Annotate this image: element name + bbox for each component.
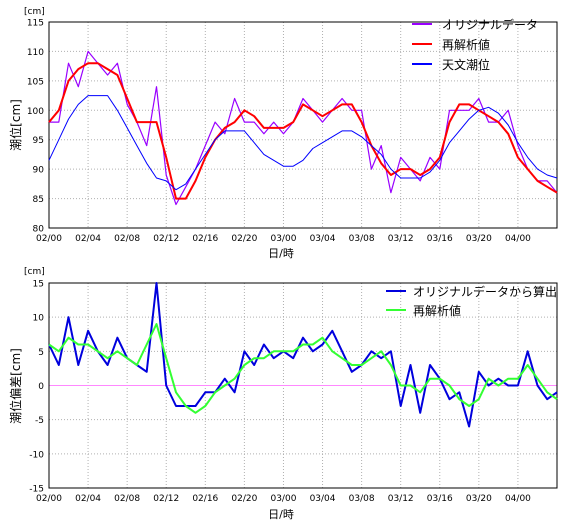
y-tick-label: 0 [38, 382, 44, 392]
legend-label-reanalysis-deviation: 再解析値 [413, 303, 461, 318]
x-tick-label: 02/04 [75, 234, 101, 244]
x-tick-label: 03/00 [270, 234, 296, 244]
x-tick-label: 03/20 [466, 494, 492, 504]
x-tick-label: 02/12 [153, 234, 179, 244]
x-tick-label: 03/04 [310, 494, 336, 504]
x-tick-label: 04/00 [505, 234, 531, 244]
bottom-x-axis-label: 日/時 [268, 508, 294, 521]
y-tick-label: 95 [33, 136, 44, 146]
x-tick-label: 02/20 [231, 494, 257, 504]
top-legend: オリジナルデータ 再解析値 天文潮位 [412, 17, 538, 72]
x-tick-label: 03/12 [388, 234, 414, 244]
bottom-x-tick-labels: 02/00 02/04 02/08 02/12 02/16 02/20 03/00 03/04… [36, 494, 531, 504]
x-tick-label: 03/16 [427, 234, 453, 244]
bottom-y-tick-labels: -15 -10 -5 0 5 10 15 [29, 280, 44, 495]
series-line-original [49, 50, 558, 206]
x-tick-label: 02/00 [36, 494, 62, 504]
bottom-legend: オリジナルデータから算出 再解析値 [386, 284, 557, 318]
y-tick-label: 90 [33, 166, 45, 176]
top-series-lines [48, 50, 558, 206]
top-y-axis-label: 潮位[cm] [8, 99, 23, 151]
x-tick-label: 03/08 [349, 494, 375, 504]
bottom-plot-frame [48, 282, 558, 489]
x-tick-label: 03/12 [388, 494, 414, 504]
top-y-tick-labels: 80 85 90 95 100 105 110 115 [27, 19, 44, 235]
x-tick-label: 02/16 [192, 234, 218, 244]
x-tick-label: 03/04 [310, 234, 336, 244]
x-tick-label: 03/08 [349, 234, 375, 244]
x-tick-label: 02/04 [75, 494, 101, 504]
legend-label-original-deviation: オリジナルデータから算出 [413, 284, 557, 299]
top-x-tick-labels: 02/00 02/04 02/08 02/12 02/16 02/20 03/00 03/04… [36, 234, 531, 244]
y-tick-label: 100 [27, 107, 44, 117]
series-line-astronomical [48, 95, 558, 191]
legend-label-original: オリジナルデータ [442, 17, 538, 32]
y-tick-label: 85 [33, 195, 44, 205]
y-tick-label: 105 [27, 77, 44, 87]
legend-label-astronomical: 天文潮位 [442, 57, 490, 72]
y-tick-label: 15 [33, 280, 44, 290]
bottom-y-axis-label: 潮位偏差[cm] [8, 348, 23, 424]
top-plot-frame [48, 21, 558, 229]
x-tick-label: 03/20 [466, 234, 492, 244]
x-tick-label: 02/08 [114, 234, 140, 244]
series-line-reanalysis-bottom [48, 323, 558, 414]
tide-deviation-chart: -15 -10 -5 0 5 10 15 02/00 02/04 02/08 02/12 02/16… [8, 267, 558, 521]
y-tick-label: -15 [29, 485, 44, 495]
x-tick-label: 04/00 [505, 494, 531, 504]
x-tick-label: 02/20 [231, 234, 257, 244]
top-x-axis-label: 日/時 [268, 247, 294, 260]
tide-level-chart: 80 85 90 95 100 105 110 115 02/00 02/04 02/08 02/1… [8, 7, 558, 260]
bottom-series-lines [48, 282, 558, 428]
x-tick-label: 03/00 [270, 494, 296, 504]
y-tick-label: 10 [33, 314, 45, 324]
x-tick-label: 02/12 [153, 494, 179, 504]
series-line-reanalysis-top [48, 62, 558, 200]
x-tick-label: 02/16 [192, 494, 218, 504]
bottom-unit-label: [cm] [24, 267, 45, 277]
y-tick-label: 80 [33, 225, 45, 235]
top-grid [49, 22, 557, 228]
x-tick-label: 02/08 [114, 494, 140, 504]
y-tick-label: 110 [27, 48, 44, 58]
x-tick-label: 02/00 [36, 234, 62, 244]
series-line-original-deviation [48, 282, 558, 428]
y-tick-label: -10 [29, 450, 44, 460]
top-unit-label: [cm] [24, 7, 45, 17]
y-tick-label: 115 [27, 19, 44, 29]
legend-label-reanalysis: 再解析値 [442, 37, 490, 52]
y-tick-label: 5 [38, 348, 44, 358]
y-tick-label: -5 [35, 416, 44, 426]
x-tick-label: 03/16 [427, 494, 453, 504]
